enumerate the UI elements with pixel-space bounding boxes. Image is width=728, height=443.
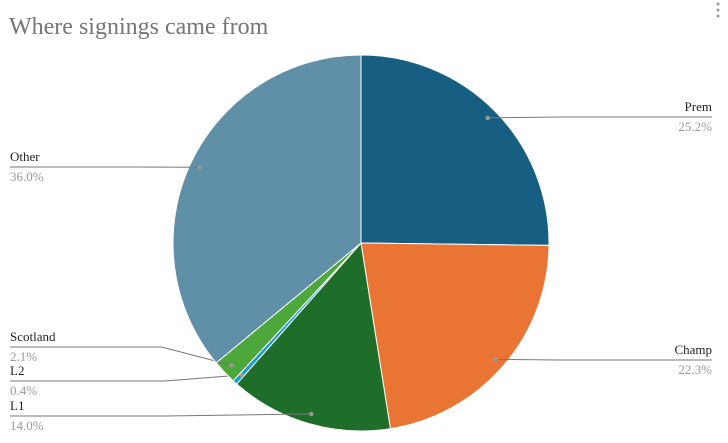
label-name: L1: [10, 398, 24, 413]
pie-slice: [360, 54, 550, 246]
pie-slice: [235, 241, 391, 432]
leader-dot: [197, 165, 203, 170]
label-value: 22.3%: [678, 362, 712, 377]
pie-slice: [172, 54, 362, 364]
label-name: Champ: [674, 342, 712, 357]
label-value: 25.2%: [678, 119, 712, 134]
leader-dot: [485, 115, 490, 121]
label-name: Other: [10, 149, 40, 164]
leader-line: [487, 116, 712, 119]
label-name: Prem: [685, 99, 712, 114]
label-name: Scotland: [10, 329, 56, 344]
leader-dot: [239, 372, 244, 378]
chart-title: Where signings came from: [9, 14, 269, 40]
label-value: 36.0%: [10, 169, 44, 184]
label-value: 2.1%: [10, 349, 37, 364]
leader-dot: [493, 357, 498, 362]
leader-line: [495, 358, 712, 361]
leader-line: [10, 413, 312, 417]
label-value: 14.0%: [10, 418, 44, 433]
menu-icon[interactable]: [716, 2, 720, 18]
leader-dot: [309, 411, 314, 417]
label-value: 0.4%: [10, 383, 37, 398]
leader-line: [10, 374, 242, 382]
label-name: L2: [10, 363, 24, 378]
leader-line: [10, 346, 232, 366]
leader-dot: [229, 363, 234, 368]
pie-slice: [360, 242, 550, 430]
